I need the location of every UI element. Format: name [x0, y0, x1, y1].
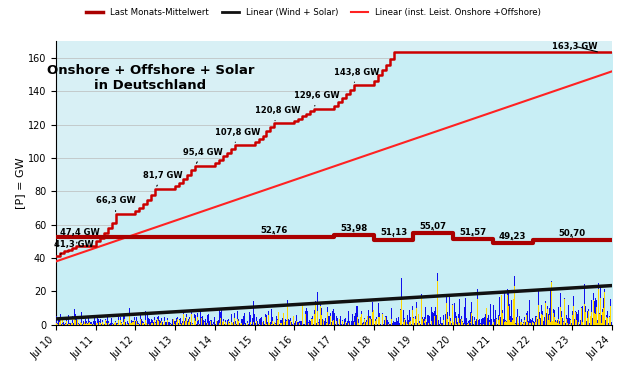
Text: 41,3 GW: 41,3 GW	[54, 240, 94, 254]
Legend: Last Monats-Mittelwert, Linear (Wind + Solar), Linear (inst. Leist. Onshore +Off: Last Monats-Mittelwert, Linear (Wind + S…	[83, 4, 544, 20]
Text: 55,07: 55,07	[419, 222, 447, 231]
Text: 107,8 GW: 107,8 GW	[215, 128, 260, 143]
Text: 95,4 GW: 95,4 GW	[183, 148, 223, 163]
Text: 163,3 GW: 163,3 GW	[552, 42, 598, 52]
Text: 143,8 GW: 143,8 GW	[334, 68, 379, 82]
Text: 47,4 GW: 47,4 GW	[60, 228, 100, 243]
Text: 49,23: 49,23	[499, 232, 527, 241]
Text: 52,76: 52,76	[261, 226, 288, 235]
Text: Onshore + Offshore + Solar
in Deutschland: Onshore + Offshore + Solar in Deutschlan…	[47, 64, 255, 92]
Text: 81,7 GW: 81,7 GW	[144, 171, 183, 186]
Text: 129,6 GW: 129,6 GW	[294, 91, 340, 106]
Text: 50,70: 50,70	[559, 229, 586, 238]
Text: 53,98: 53,98	[340, 224, 367, 233]
Text: 51,13: 51,13	[380, 228, 407, 237]
Y-axis label: [P] = GW: [P] = GW	[15, 157, 25, 209]
Text: 66,3 GW: 66,3 GW	[96, 196, 135, 211]
Text: 51,57: 51,57	[460, 227, 487, 237]
Text: 120,8 GW: 120,8 GW	[255, 106, 300, 121]
